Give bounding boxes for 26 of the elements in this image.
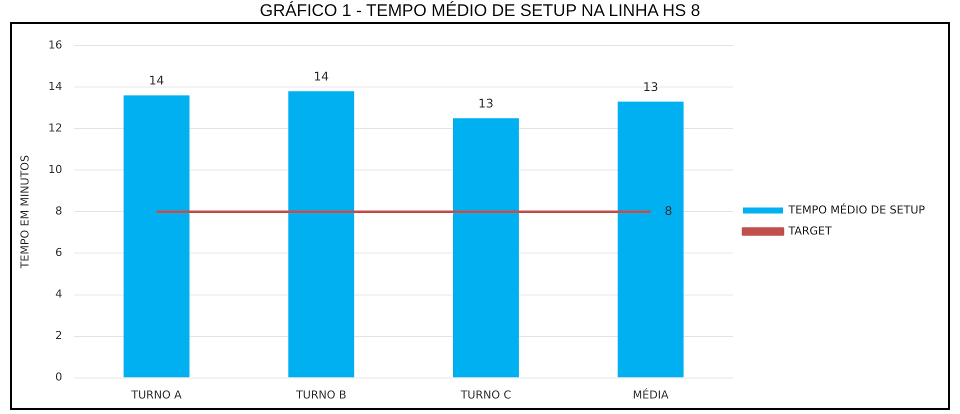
bar: [453, 118, 519, 378]
chart-title: GRÁFICO 1 - TEMPO MÉDIO DE SETUP NA LINHA HS 8: [258, 0, 702, 22]
y-tick-label: 8: [55, 204, 62, 218]
x-tick-label: TURNO B: [295, 388, 346, 402]
legend-label: TARGET: [787, 224, 832, 238]
y-tick-label: 6: [55, 246, 62, 260]
legend-label: TEMPO MÉDIO DE SETUP: [787, 202, 926, 216]
y-axis-title: TEMPO EM MINUTOS: [18, 155, 32, 270]
y-tick-label: 12: [48, 122, 62, 135]
bar: [124, 95, 190, 378]
y-tick-label: 14: [48, 80, 62, 93]
data-label: 13: [478, 96, 494, 110]
x-tick-label: MÉDIA: [632, 387, 669, 402]
y-tick-label: 10: [48, 163, 62, 176]
data-label: 14: [148, 74, 164, 88]
bar: [618, 102, 684, 378]
y-tick-label: 4: [55, 288, 62, 301]
y-tick-label: 16: [48, 38, 62, 52]
data-label: 14: [314, 69, 329, 84]
y-tick-label: 0: [55, 370, 62, 384]
y-tick-label: 2: [55, 329, 62, 342]
data-label: 13: [643, 80, 658, 94]
data-label: 8: [664, 204, 672, 218]
x-tick-label: TURNO C: [460, 388, 512, 402]
bar: [288, 91, 354, 378]
x-tick-label: TURNO A: [130, 388, 182, 402]
